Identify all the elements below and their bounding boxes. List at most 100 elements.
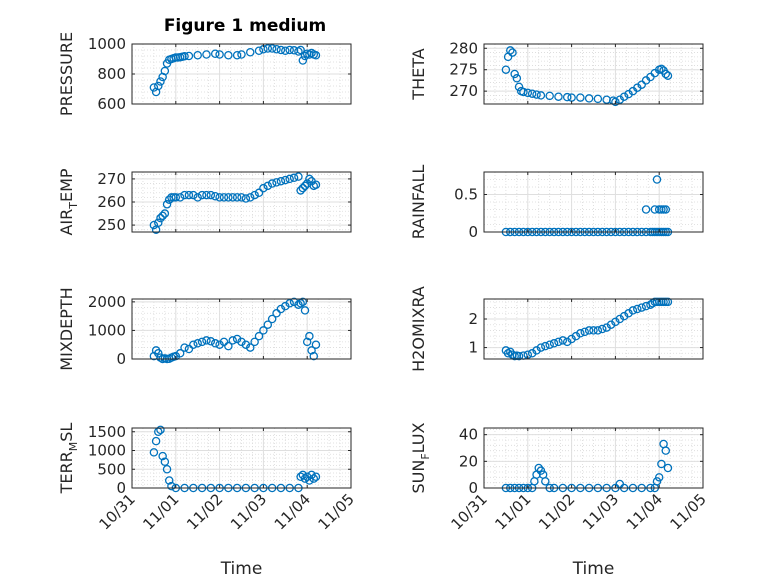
- axes-box: [483, 298, 704, 360]
- data-point: [149, 220, 159, 230]
- data-point: [224, 51, 233, 60]
- data-point: [272, 45, 281, 54]
- axes-box: [483, 171, 704, 233]
- y-axis-label: TERRMSL: [57, 423, 80, 495]
- data-point: [175, 193, 185, 202]
- y-tick-label: 270: [97, 170, 126, 188]
- data-point: [501, 65, 511, 74]
- x-tick-label: 11/02: [183, 490, 226, 533]
- y-axis-label: PRESSURE: [57, 32, 76, 116]
- data-point: [661, 205, 671, 214]
- data-point: [210, 191, 220, 201]
- data-point: [567, 334, 576, 344]
- subplot-rainfall: 0 0.5 RAINFALL: [409, 165, 704, 241]
- data-point: [562, 92, 572, 102]
- data-point: [156, 425, 165, 435]
- axes-box: [483, 427, 704, 489]
- data-point: [237, 193, 246, 202]
- y-tick-label: 1000: [88, 35, 126, 53]
- data-point: [298, 183, 308, 193]
- y-tick-label: 260: [97, 193, 126, 211]
- data-point: [294, 172, 303, 181]
- data-point: [228, 336, 237, 345]
- data-point: [171, 193, 181, 202]
- data-point: [294, 47, 303, 56]
- data-point: [300, 474, 310, 483]
- data-point: [514, 82, 524, 92]
- minor-grid: [483, 299, 704, 360]
- data-point: [602, 323, 611, 332]
- data-point: [296, 299, 305, 308]
- series-markers: [149, 172, 321, 234]
- y-axis-label: RAINFALL: [409, 165, 428, 240]
- tick-marks: [483, 428, 704, 489]
- data-point: [611, 317, 620, 327]
- data-point: [215, 340, 224, 349]
- data-point: [300, 181, 310, 191]
- data-point: [654, 473, 664, 482]
- data-point: [267, 179, 277, 188]
- y-tick-label: 280: [449, 39, 478, 57]
- data-point: [219, 193, 229, 202]
- y-tick-label: 0: [468, 479, 478, 497]
- data-point: [545, 91, 554, 101]
- data-point: [657, 459, 666, 469]
- data-point: [162, 200, 172, 209]
- data-point: [197, 337, 207, 347]
- subplot-pressure: 600 800 1000 PRESSURE: [57, 32, 352, 116]
- y-tick-label: 250: [97, 216, 126, 234]
- data-point: [305, 174, 314, 184]
- data-point: [593, 94, 603, 104]
- data-point: [215, 50, 224, 59]
- data-point: [281, 301, 290, 311]
- data-point: [294, 300, 303, 309]
- data-point: [554, 92, 563, 101]
- data-point: [510, 69, 519, 79]
- data-point: [534, 463, 544, 473]
- data-point: [527, 349, 537, 358]
- data-point: [541, 341, 550, 351]
- data-point: [276, 45, 286, 55]
- x-tick-label: 11/04: [271, 490, 314, 533]
- y-tick-label: 40: [459, 426, 478, 444]
- data-point: [154, 81, 163, 91]
- data-point: [536, 91, 546, 100]
- data-point: [180, 52, 189, 61]
- data-point: [254, 188, 264, 198]
- data-point: [633, 304, 642, 314]
- data-point: [296, 186, 305, 195]
- minor-grid: [483, 43, 704, 105]
- data-point: [241, 340, 251, 349]
- data-point: [158, 211, 167, 221]
- data-point: [584, 94, 594, 103]
- x-axis-label: Time: [572, 559, 615, 579]
- data-point: [305, 331, 314, 341]
- data-point: [149, 83, 159, 92]
- data-point: [619, 92, 629, 101]
- subplot-theta: 270 275 280 THETA: [409, 39, 704, 107]
- data-point: [224, 193, 233, 202]
- data-point: [589, 326, 598, 335]
- data-point: [663, 297, 673, 307]
- data-point: [593, 326, 603, 335]
- x-tick-label: 11/03: [579, 490, 622, 533]
- x-tick-label: 11/03: [227, 490, 270, 533]
- data-point: [259, 326, 268, 335]
- x-tick-label: 11/05: [667, 490, 710, 533]
- subplot-mixdepth: 0 1000 2000 MIXDEPTH: [57, 287, 352, 371]
- data-point: [298, 56, 308, 65]
- x-tick-label: 11/05: [315, 490, 358, 533]
- y-tick-label: 500: [97, 460, 126, 478]
- x-tick-label: 11/01: [491, 490, 534, 533]
- data-point: [160, 457, 170, 466]
- data-point: [237, 337, 246, 347]
- data-point: [158, 451, 167, 461]
- data-point: [281, 46, 290, 56]
- y-tick-label: 1000: [88, 442, 126, 460]
- data-point: [508, 48, 517, 57]
- series-markers: [501, 297, 673, 361]
- tick-marks: [483, 299, 704, 359]
- data-point: [263, 320, 273, 329]
- data-point: [615, 314, 625, 324]
